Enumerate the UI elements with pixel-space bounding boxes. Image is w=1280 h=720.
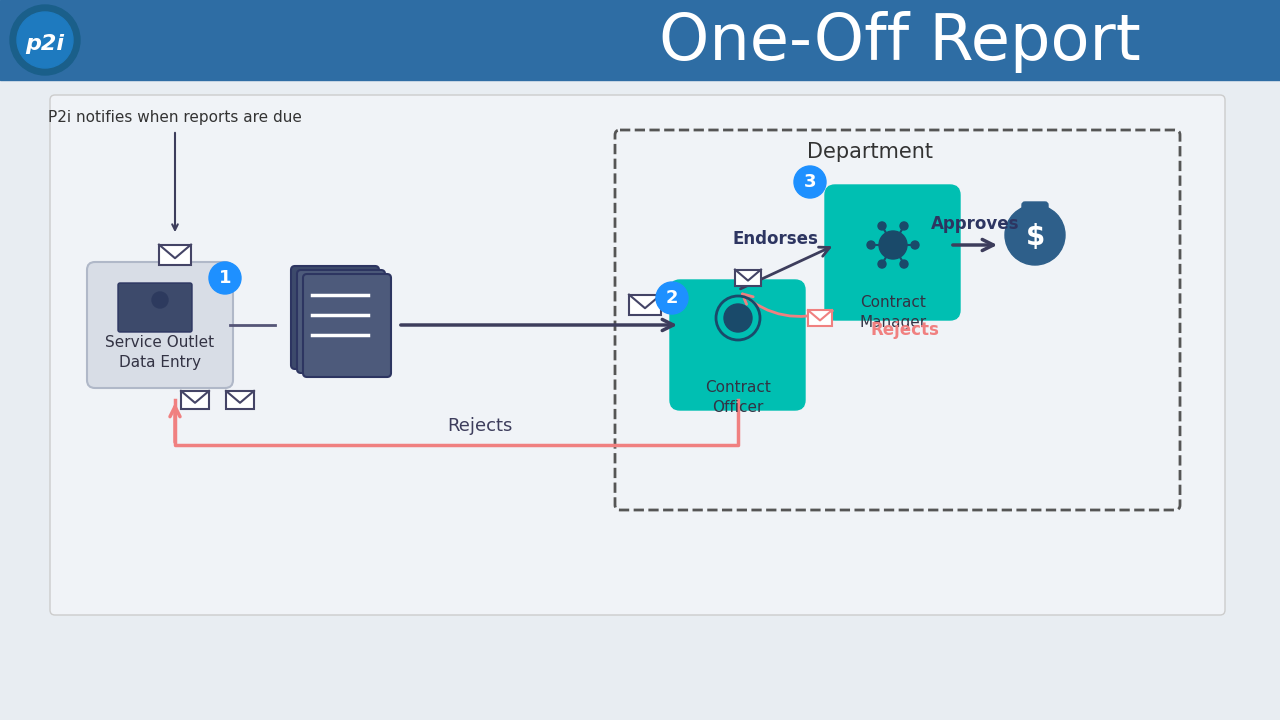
Text: Rejects: Rejects: [870, 321, 938, 339]
Text: Contract
Manager: Contract Manager: [859, 295, 927, 330]
Circle shape: [657, 282, 689, 314]
Text: 3: 3: [804, 173, 817, 191]
Circle shape: [1005, 205, 1065, 265]
FancyBboxPatch shape: [118, 283, 192, 332]
FancyBboxPatch shape: [303, 274, 390, 377]
Text: 1: 1: [219, 269, 232, 287]
FancyBboxPatch shape: [808, 310, 832, 326]
Text: Contract
Officer: Contract Officer: [705, 380, 771, 415]
FancyBboxPatch shape: [826, 185, 960, 320]
FancyBboxPatch shape: [50, 95, 1225, 615]
Circle shape: [794, 166, 826, 198]
Text: One-Off Report: One-Off Report: [659, 11, 1140, 73]
Circle shape: [17, 12, 73, 68]
Text: Service Outlet
Data Entry: Service Outlet Data Entry: [105, 335, 215, 370]
FancyBboxPatch shape: [159, 245, 191, 266]
Circle shape: [10, 5, 79, 75]
Bar: [0, 0, 1280, 80]
Text: $: $: [1025, 223, 1044, 251]
Circle shape: [900, 222, 908, 230]
Text: Rejects: Rejects: [447, 417, 513, 435]
FancyBboxPatch shape: [669, 280, 805, 410]
FancyBboxPatch shape: [1021, 202, 1048, 228]
FancyBboxPatch shape: [628, 294, 660, 315]
Text: Department: Department: [806, 142, 933, 162]
Circle shape: [878, 222, 886, 230]
Circle shape: [724, 304, 753, 332]
FancyBboxPatch shape: [297, 270, 385, 373]
FancyBboxPatch shape: [291, 266, 379, 369]
Circle shape: [879, 231, 908, 259]
Circle shape: [878, 260, 886, 268]
Circle shape: [209, 262, 241, 294]
Text: Approves: Approves: [931, 215, 1019, 233]
Text: p2i: p2i: [26, 34, 64, 54]
Circle shape: [867, 241, 876, 249]
FancyBboxPatch shape: [227, 391, 253, 409]
Text: P2i notifies when reports are due: P2i notifies when reports are due: [49, 110, 302, 125]
Circle shape: [911, 241, 919, 249]
FancyBboxPatch shape: [735, 269, 762, 287]
FancyBboxPatch shape: [180, 391, 209, 409]
Circle shape: [152, 292, 168, 308]
FancyBboxPatch shape: [87, 262, 233, 388]
Circle shape: [900, 260, 908, 268]
Text: 2: 2: [666, 289, 678, 307]
Text: Endorses: Endorses: [732, 230, 818, 248]
